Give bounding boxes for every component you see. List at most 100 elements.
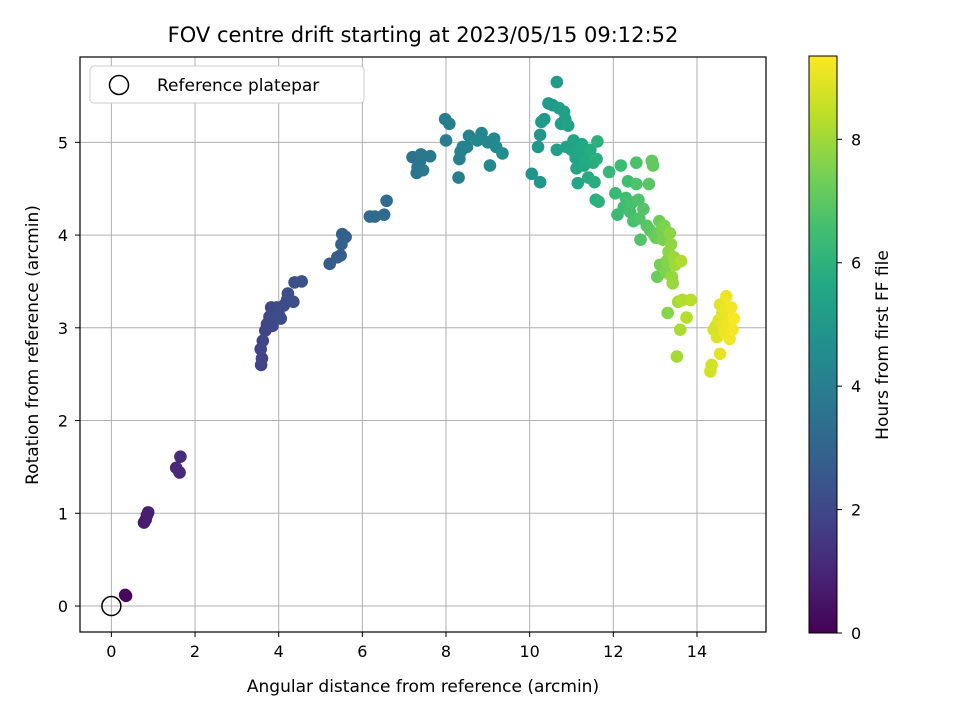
data-point xyxy=(174,450,187,464)
data-point xyxy=(118,588,132,602)
data-point xyxy=(637,202,650,216)
data-point xyxy=(173,466,186,479)
data-point xyxy=(339,230,352,244)
data-point xyxy=(496,147,509,160)
data-point xyxy=(590,152,603,166)
colorbar: 0 2 4 6 8 Hours from first FF file xyxy=(808,55,893,643)
data-point xyxy=(550,75,564,89)
x-axis-label: Angular distance from reference (arcmin) xyxy=(247,677,599,697)
data-point xyxy=(674,254,688,268)
y-tick-label: 2 xyxy=(58,412,68,431)
legend: Reference platepar xyxy=(89,65,365,104)
data-point xyxy=(602,165,616,179)
data-point xyxy=(719,289,733,303)
data-point xyxy=(571,176,585,190)
reference-layer xyxy=(101,595,122,617)
data-point xyxy=(609,187,622,200)
data-point xyxy=(377,208,391,221)
data-point xyxy=(561,119,575,132)
data-point xyxy=(287,295,300,309)
data-point xyxy=(724,301,738,314)
data-point xyxy=(423,149,437,163)
data-point xyxy=(670,350,684,363)
data-point xyxy=(439,134,453,147)
data-point xyxy=(591,135,604,148)
data-point xyxy=(416,163,430,177)
data-point xyxy=(483,159,497,172)
data-points xyxy=(118,75,741,603)
data-point xyxy=(255,352,269,365)
data-point xyxy=(533,175,547,189)
data-point xyxy=(266,319,279,333)
y-tick-label: 3 xyxy=(58,319,68,338)
data-point xyxy=(443,117,456,131)
y-tick-label: 1 xyxy=(58,504,68,523)
y-tick-label: 5 xyxy=(58,133,68,152)
chart-title: FOV centre drift starting at 2023/05/15 … xyxy=(168,23,679,47)
data-point xyxy=(664,238,678,251)
data-point xyxy=(673,323,687,336)
colorbar-tick-label: 6 xyxy=(851,254,861,273)
data-point xyxy=(666,276,680,290)
data-point xyxy=(531,140,545,154)
data-point xyxy=(646,159,660,172)
data-point xyxy=(475,126,488,140)
data-point xyxy=(705,358,718,372)
data-point xyxy=(452,171,465,184)
data-point xyxy=(141,506,155,519)
data-point xyxy=(727,312,741,325)
data-point xyxy=(334,249,347,262)
data-point xyxy=(274,312,288,325)
x-tick-label: 6 xyxy=(357,642,367,661)
x-tick-label: 10 xyxy=(519,642,539,661)
data-point xyxy=(642,177,656,191)
data-point xyxy=(684,293,698,307)
plot-frame xyxy=(79,56,767,633)
colorbar-tick-label: 0 xyxy=(851,624,861,643)
data-point xyxy=(295,275,308,288)
colorbar-gradient xyxy=(808,55,838,634)
colorbar-tick-label: 2 xyxy=(851,501,861,520)
data-point xyxy=(726,323,739,336)
x-tick-label: 0 xyxy=(106,642,116,661)
data-point xyxy=(538,112,551,126)
colorbar-tick-label: 4 xyxy=(851,377,861,396)
legend-entry-reference: Reference platepar xyxy=(157,76,319,96)
colorbar-ticks: 0 2 4 6 8 xyxy=(837,130,861,643)
data-point xyxy=(256,334,270,348)
data-point xyxy=(588,175,601,189)
data-point xyxy=(632,193,645,207)
grid xyxy=(80,57,766,632)
data-point xyxy=(680,311,693,324)
legend-box xyxy=(89,65,365,104)
data-point xyxy=(550,143,564,157)
y-tick-label: 0 xyxy=(58,597,68,616)
data-point xyxy=(663,226,677,240)
x-tick-label: 4 xyxy=(274,642,284,661)
data-point xyxy=(661,306,675,320)
data-point xyxy=(630,177,643,191)
data-point xyxy=(614,159,628,172)
colorbar-label: Hours from first FF file xyxy=(873,250,893,440)
data-point xyxy=(380,194,393,208)
data-point xyxy=(634,233,647,247)
data-point xyxy=(630,156,643,170)
x-tick-label: 8 xyxy=(441,642,451,661)
data-point xyxy=(533,128,547,142)
y-tick-label: 4 xyxy=(58,226,68,245)
x-tick-label: 12 xyxy=(603,642,623,661)
data-point xyxy=(713,347,727,361)
data-point xyxy=(525,167,539,181)
x-tick-label: 2 xyxy=(190,642,200,661)
data-point xyxy=(584,143,597,157)
legend-marker-reference xyxy=(108,74,130,96)
colorbar-tick-label: 8 xyxy=(851,130,861,149)
data-point xyxy=(592,195,605,208)
x-tick-label: 14 xyxy=(687,642,707,661)
y-axis-label: Rotation from reference (arcmin) xyxy=(23,205,43,485)
reference-point xyxy=(101,595,122,617)
data-point xyxy=(460,140,474,154)
